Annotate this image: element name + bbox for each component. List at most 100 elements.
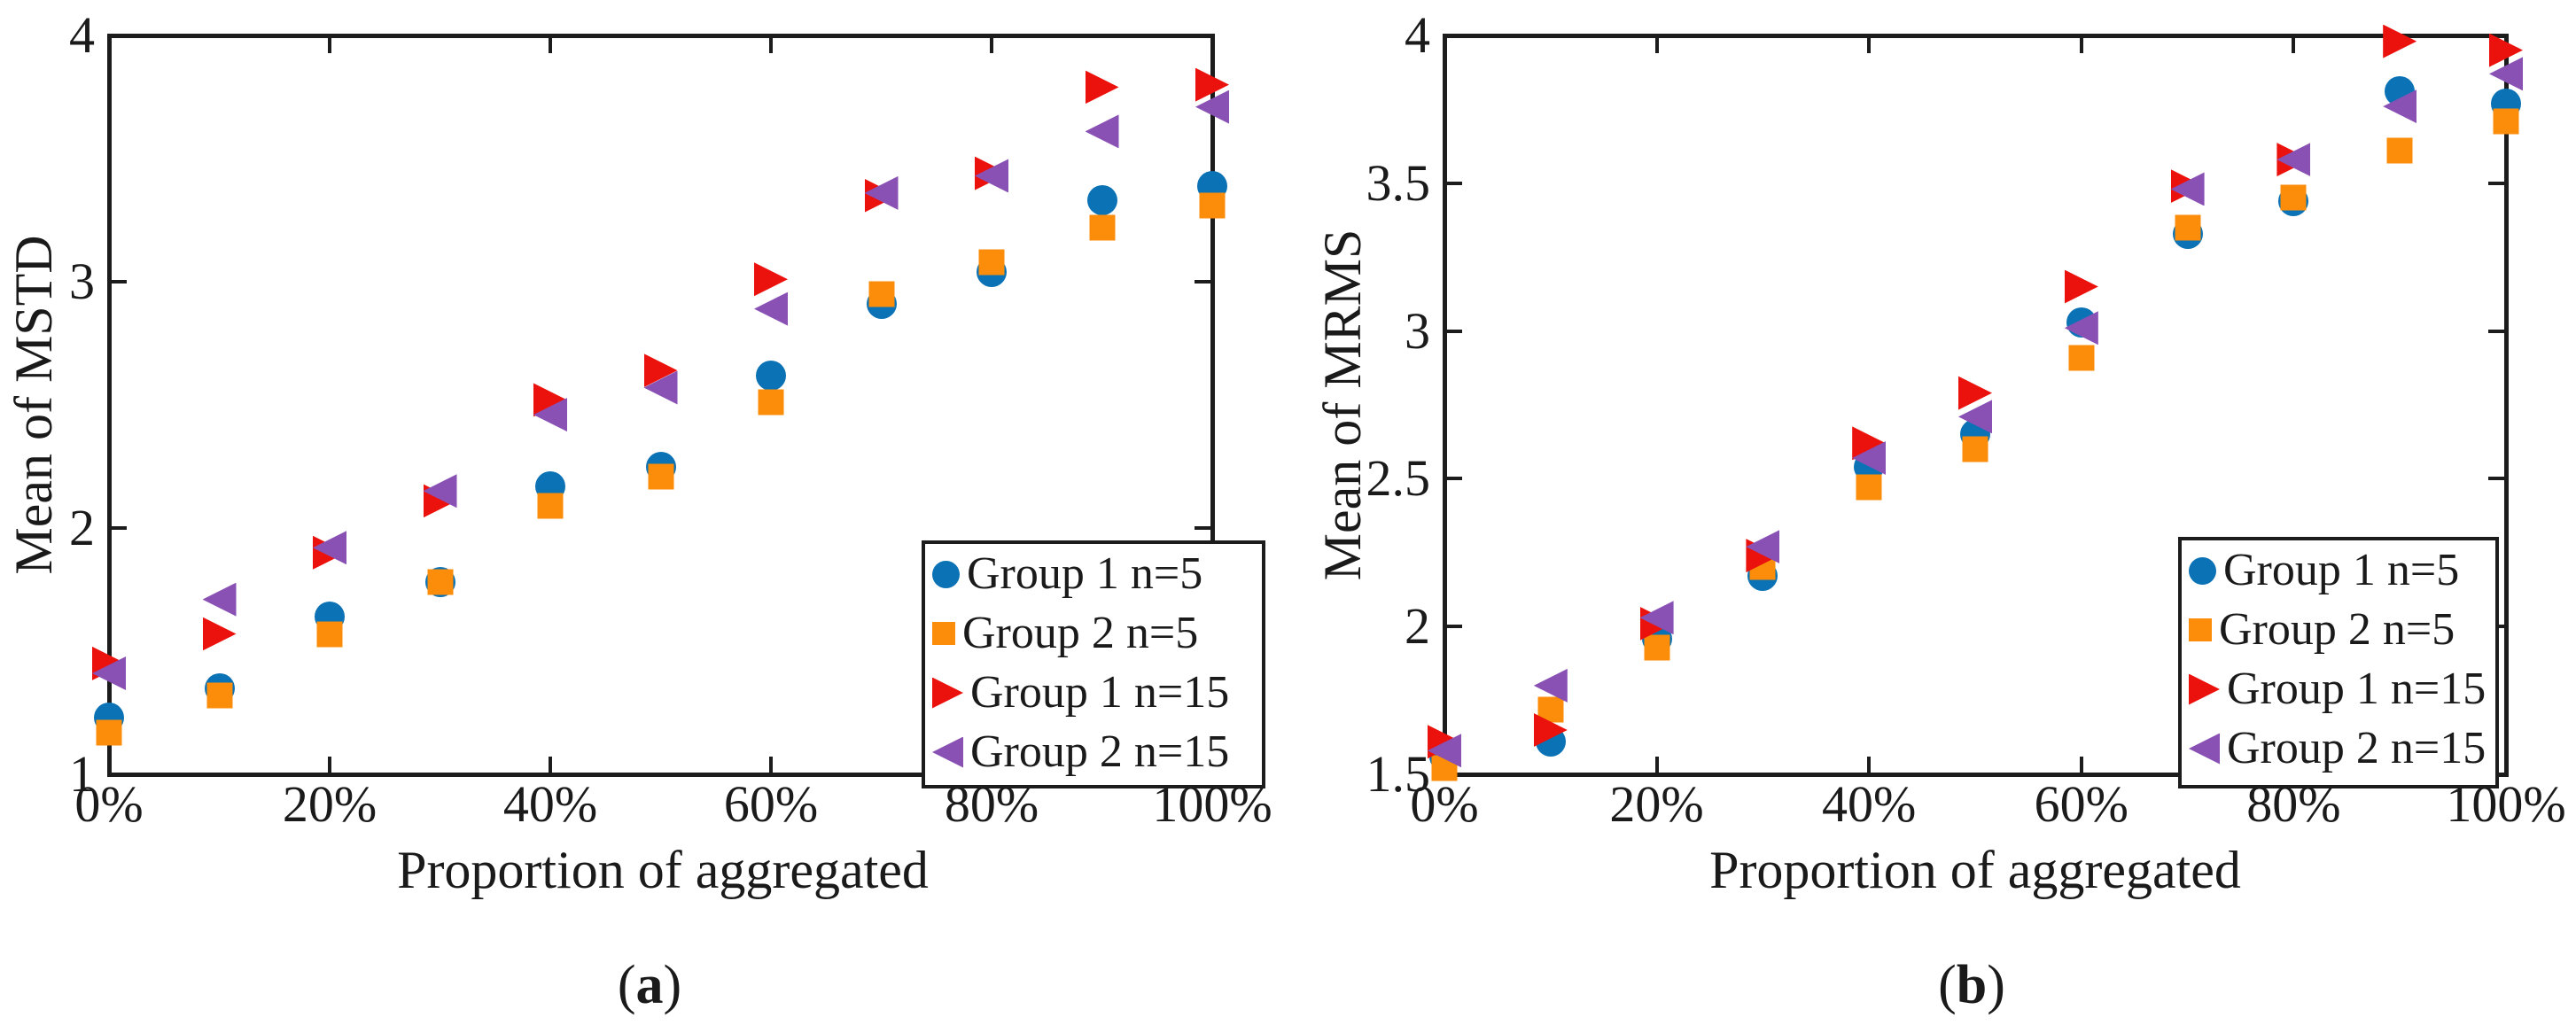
axis-line-left [106, 33, 112, 777]
y-tick-label: 2 [1405, 597, 1430, 656]
scatter-marker-square [648, 463, 673, 490]
scatter-marker-triangle-right [2383, 24, 2417, 58]
scatter-marker-triangle-right [2064, 269, 2098, 304]
x-axis-tick [2079, 757, 2083, 774]
x-axis-tick [107, 757, 111, 774]
y-axis-tick [1444, 181, 1462, 185]
y-axis-tick [1444, 34, 1462, 37]
axis-line-top [1442, 33, 2509, 38]
scatter-marker-triangle-left [1085, 114, 1119, 149]
y-axis-tick [1444, 477, 1462, 481]
scatter-marker-circle [756, 360, 786, 391]
legend-item-label: Group 2 n=5 [2219, 604, 2455, 655]
legend-item: Group 2 n=5 [932, 607, 1255, 660]
scatter-marker-square [537, 493, 564, 519]
y-axis-label-a: Mean of MSTD [4, 235, 63, 575]
legend-item-label: Group 2 n=5 [962, 608, 1199, 658]
x-axis-tick [769, 757, 773, 774]
scatter-marker-triangle-right [754, 262, 788, 297]
scatter-marker-square [206, 682, 232, 709]
x-axis-tick [1654, 757, 1659, 774]
legend-marker-triangle-left-icon [932, 736, 963, 768]
legend-item: Group 1 n=15 [932, 666, 1255, 719]
y-tick-label: 3 [1405, 301, 1430, 360]
scatter-marker-square [316, 621, 343, 648]
y-axis-tick [109, 773, 127, 776]
y-axis-tick [109, 34, 127, 37]
y-tick-label: 4 [1405, 6, 1430, 64]
legend-item-label: Group 1 n=15 [970, 667, 1230, 718]
scatter-marker-circle [1086, 185, 1117, 216]
scatter-marker-square [868, 281, 894, 307]
legend-marker-square-icon [932, 622, 955, 645]
y-axis-tick [1444, 329, 1462, 333]
x-tick-label: 20% [1609, 775, 1704, 833]
legend-item-label: Group 2 n=15 [2227, 723, 2487, 773]
x-axis-tick [2504, 757, 2508, 774]
legend-item-label: Group 1 n=5 [2223, 545, 2460, 595]
x-tick-label: 0% [74, 775, 144, 833]
x-tick-label: 60% [2034, 775, 2129, 833]
legend-item: Group 1 n=5 [2189, 544, 2488, 597]
x-axis-tick [328, 757, 331, 774]
x-axis-tick-top [990, 35, 993, 53]
legend-marker-circle-icon [932, 560, 960, 588]
scatter-marker-triangle-left [754, 291, 788, 326]
y-tick-label: 2.5 [1366, 449, 1431, 508]
y-tick-label: 3.5 [1366, 153, 1431, 212]
y-axis-tick-right [2488, 329, 2506, 333]
caption-a: (a) [617, 955, 682, 1015]
legend-marker-square-icon [2189, 618, 2212, 641]
axis-line-bottom [106, 772, 1215, 777]
x-axis-tick-top [1210, 35, 1214, 53]
y-tick-label: 1.5 [1366, 745, 1431, 803]
scatter-marker-square [1644, 634, 1670, 661]
y-axis-tick-right [1195, 280, 1212, 283]
x-axis-tick-top [549, 35, 552, 53]
y-axis-tick [109, 526, 127, 530]
caption-b: (b) [1938, 955, 2005, 1015]
y-tick-label: 3 [69, 252, 95, 310]
x-tick-label: 20% [282, 775, 377, 833]
legend-item: Group 2 n=15 [932, 726, 1255, 779]
axis-line-right [1210, 33, 1215, 777]
legend [2178, 537, 2499, 788]
legend-item-label: Group 1 n=15 [2227, 664, 2487, 714]
scatter-marker-square [2175, 214, 2201, 241]
y-axis-tick [1444, 625, 1462, 629]
legend-marker-triangle-right-icon [932, 677, 963, 709]
scatter-marker-square [758, 389, 784, 416]
x-axis-tick-top [1443, 35, 1446, 53]
x-tick-label: 60% [723, 775, 819, 833]
scatter-marker-square [2386, 137, 2413, 164]
x-tick-label: 0% [1410, 775, 1479, 833]
legend-marker-triangle-left-icon [2189, 733, 2220, 765]
scatter-marker-square [978, 249, 1005, 276]
legend-item: Group 2 n=5 [2189, 603, 2488, 656]
y-tick-label: 2 [69, 499, 95, 556]
legend-marker-circle-icon [2189, 556, 2216, 585]
scatter-marker-triangle-left [202, 582, 237, 617]
scatter-marker-square [2280, 184, 2307, 211]
x-axis-tick-top [107, 35, 111, 53]
scatter-marker-square [2493, 108, 2519, 135]
x-axis-tick-top [2079, 35, 2083, 53]
legend-item: Group 1 n=15 [2189, 663, 2488, 716]
y-axis-label-b: Mean of MRMS [1313, 229, 1372, 581]
scatter-marker-square [1856, 474, 1882, 501]
y-axis-tick-right [1195, 34, 1212, 37]
x-axis-tick-top [2292, 35, 2296, 53]
y-axis-tick-right [2488, 181, 2506, 185]
axis-line-left [1442, 33, 1447, 777]
x-tick-label: 40% [502, 775, 598, 833]
scatter-marker-triangle-right [1085, 70, 1119, 105]
scatter-marker-square [427, 569, 453, 595]
x-axis-tick-top [328, 35, 331, 53]
x-axis-label-a: Proportion of aggregated [397, 841, 929, 899]
axis-line-bottom [1442, 772, 2509, 777]
y-axis-tick-right [1195, 526, 1212, 530]
legend-item-label: Group 1 n=5 [967, 548, 1203, 599]
y-axis-tick-right [2488, 34, 2506, 37]
legend-item-label: Group 2 n=15 [970, 726, 1230, 777]
